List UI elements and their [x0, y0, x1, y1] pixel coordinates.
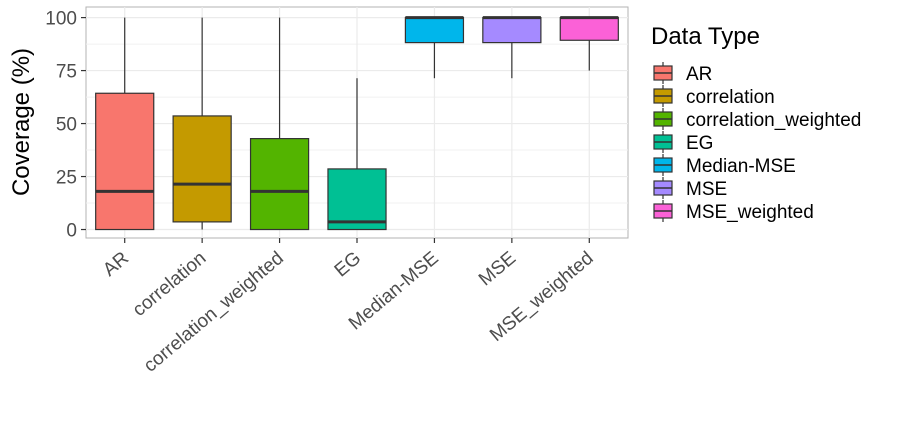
legend-label: MSE	[686, 179, 727, 200]
box-EG	[327, 78, 387, 231]
legend-title: Data Type	[651, 23, 760, 50]
y-tick-label: 0	[66, 221, 77, 242]
x-tick-label: AR	[99, 248, 133, 281]
x-tick-label: correlation	[129, 248, 210, 321]
box-iqr	[404, 16, 465, 44]
box-correlation_weighted	[249, 17, 310, 231]
x-tick-label: EG	[331, 248, 366, 282]
legend-label: correlation_weighted	[686, 110, 861, 131]
x-tick-label: MSE	[475, 248, 520, 291]
legend-label: correlation	[686, 87, 775, 108]
box-MSE_weighted	[559, 16, 619, 71]
box-iqr	[95, 92, 155, 231]
legend-item-AR: AR	[653, 62, 712, 85]
box-correlation	[172, 17, 232, 230]
box-iqr	[249, 138, 310, 231]
legend-item-MSE_weighted: MSE_weighted	[653, 200, 814, 223]
box-iqr	[327, 168, 387, 231]
legend-item-correlation_weighted: correlation_weighted	[653, 108, 861, 131]
box-AR	[95, 17, 155, 231]
legend-item-Median-MSE: Median-MSE	[653, 154, 796, 177]
box-iqr	[559, 16, 619, 41]
y-axis-title: Coverage (%)	[8, 48, 35, 196]
y-tick-label: 25	[56, 168, 77, 189]
boxes	[95, 16, 619, 231]
legend-label: EG	[686, 133, 713, 154]
legend: ARcorrelationcorrelation_weightedEGMedia…	[653, 62, 861, 223]
x-tick-label: correlation_weighted	[140, 248, 288, 377]
legend-label: Median-MSE	[686, 156, 796, 177]
y-tick-label: 100	[45, 9, 77, 30]
legend-item-correlation: correlation	[653, 85, 775, 108]
legend-item-MSE: MSE	[653, 177, 727, 200]
y-tick-label: 50	[56, 115, 77, 136]
box-iqr	[482, 16, 542, 44]
legend-label: MSE_weighted	[686, 202, 814, 223]
box-iqr	[172, 115, 232, 223]
box-MSE	[482, 16, 542, 79]
y-axis: 0 25 50 75 100	[45, 9, 86, 242]
legend-label: AR	[686, 64, 712, 85]
y-tick-label: 75	[56, 62, 77, 83]
box-Median-MSE	[404, 16, 465, 79]
legend-item-EG: EG	[653, 131, 713, 154]
